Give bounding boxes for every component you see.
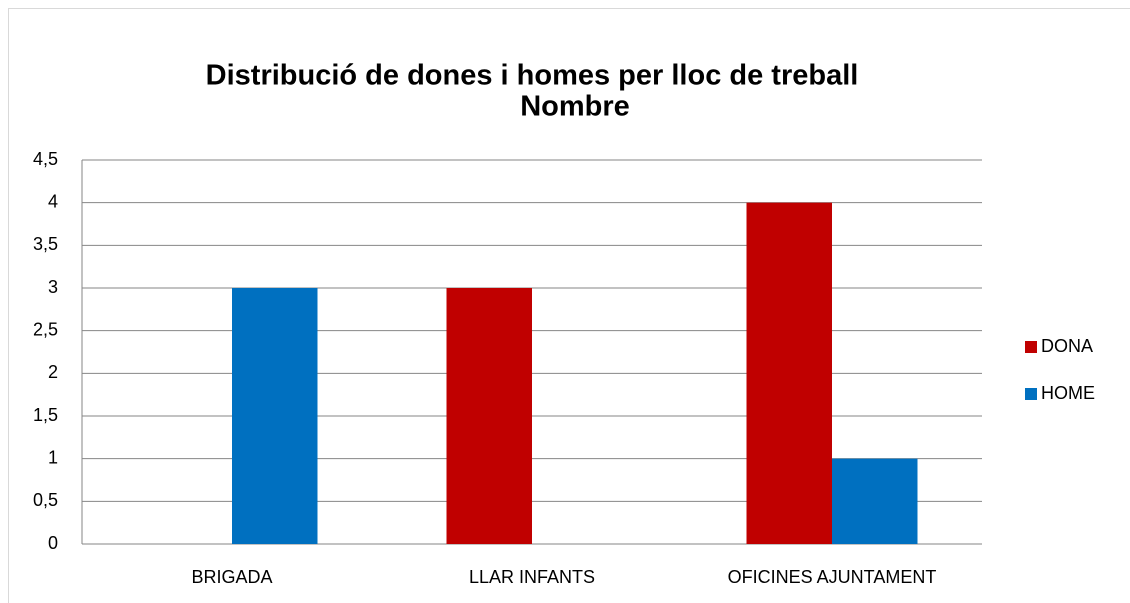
y-tick-label: 4,5 [33, 149, 58, 169]
chart-subtitle: Nombre [520, 91, 630, 123]
bar [746, 202, 832, 544]
legend-label: DONA [1041, 336, 1093, 356]
bar [232, 288, 318, 544]
x-tick-label: BRIGADA [191, 567, 272, 587]
bar [832, 458, 918, 544]
y-tick-label: 0,5 [33, 490, 58, 510]
legend-swatch [1025, 388, 1037, 400]
y-tick-label: 2 [48, 362, 58, 382]
y-tick-label: 1 [48, 447, 58, 467]
y-tick-label: 3 [48, 277, 58, 297]
chart-title: Distribució de dones i homes per lloc de… [206, 60, 859, 92]
y-tick-label: 2,5 [33, 319, 58, 339]
y-tick-label: 4 [48, 191, 58, 211]
bar [446, 288, 532, 544]
legend-swatch [1025, 341, 1037, 353]
y-tick-label: 0 [48, 533, 58, 553]
y-tick-label: 1,5 [33, 405, 58, 425]
chart-border [8, 8, 1130, 603]
legend-label: HOME [1041, 383, 1095, 403]
x-tick-label: OFICINES AJUNTAMENT [728, 567, 937, 587]
y-tick-label: 3,5 [33, 234, 58, 254]
x-tick-label: LLAR INFANTS [469, 567, 595, 587]
